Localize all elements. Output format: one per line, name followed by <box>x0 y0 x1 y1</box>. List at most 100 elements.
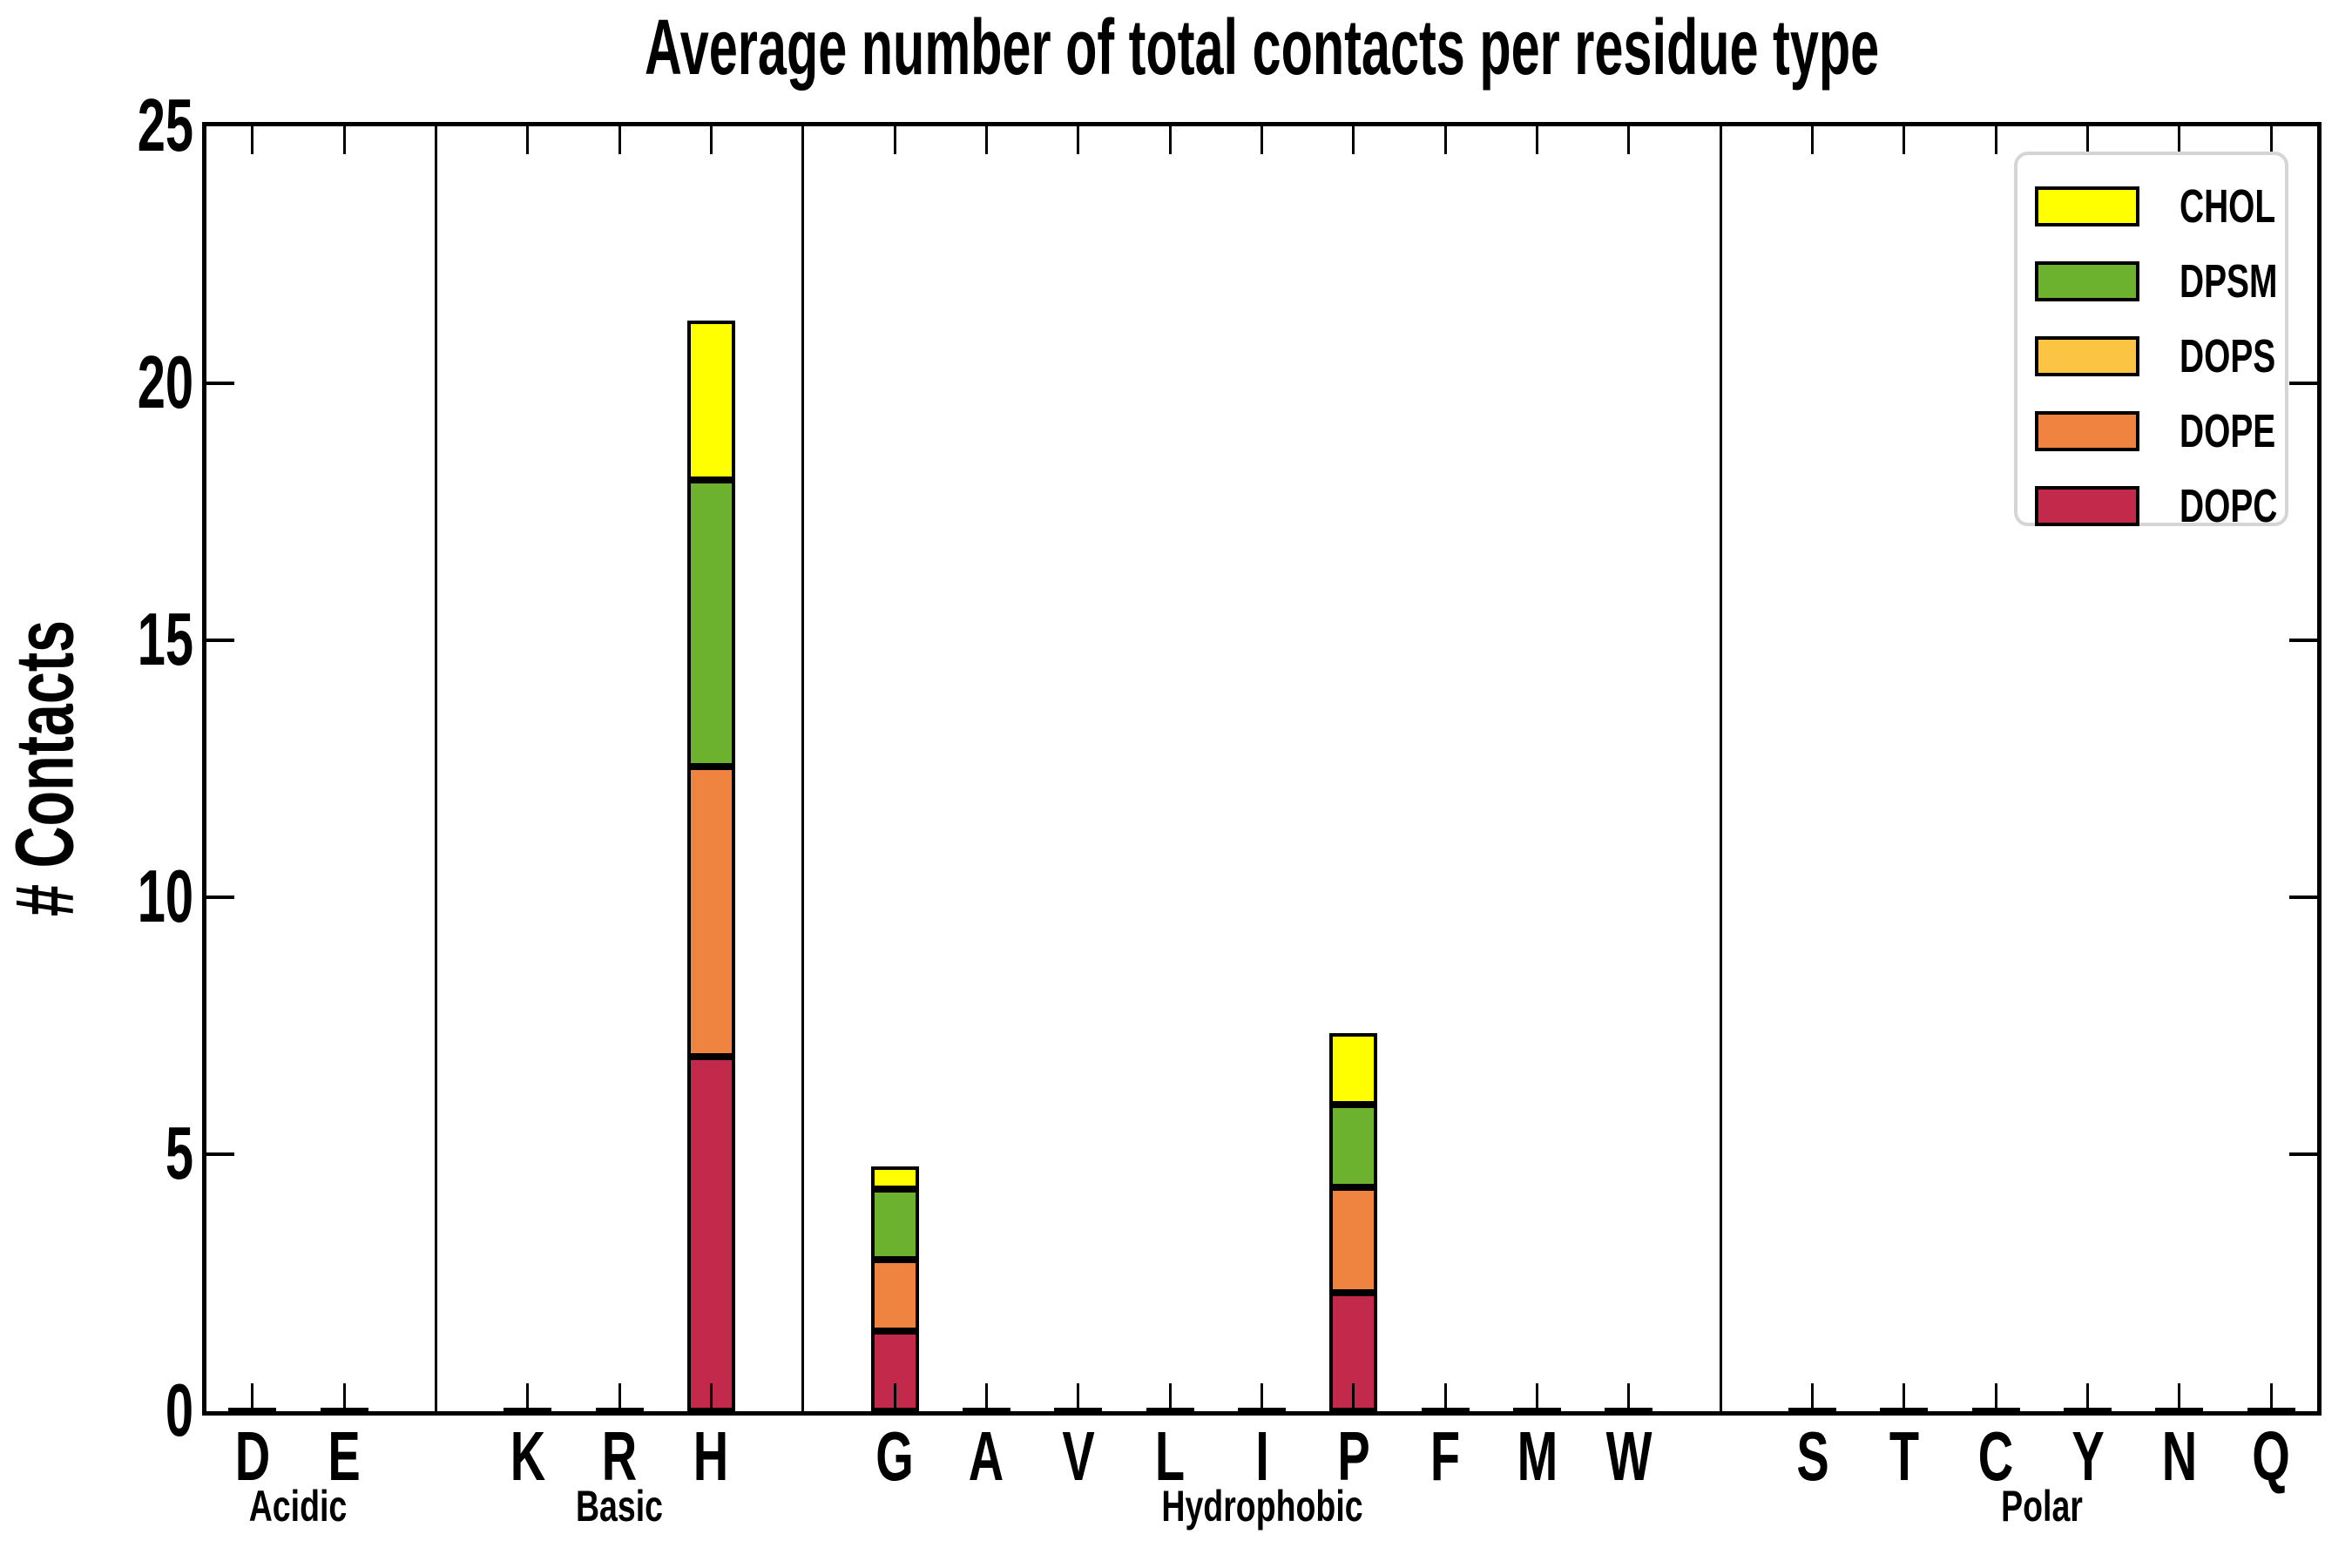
y-tick-label-25: 25 <box>137 84 193 167</box>
legend-swatch-dpsm <box>2035 261 2139 301</box>
legend: CHOL DPSM DOPS DOPE DOPC <box>2014 152 2288 532</box>
x-tick-top-C <box>1994 126 1997 154</box>
x-tick-label-I: I <box>1254 1417 1269 1495</box>
x-tick-bottom-C <box>1994 1383 1997 1411</box>
group-separator <box>801 126 805 1411</box>
legend-item-chol: CHOL <box>2017 169 2285 244</box>
plot-area <box>202 122 2322 1416</box>
legend-item-dopc: DOPC <box>2017 469 2285 544</box>
x-tick-bottom-L <box>1168 1383 1172 1411</box>
x-tick-label-T: T <box>1889 1417 1920 1495</box>
x-tick-bottom-P <box>1352 1383 1355 1411</box>
group-label-hydrophobic: Hydrophobic <box>1160 1482 1363 1531</box>
x-tick-label-A: A <box>969 1417 1004 1495</box>
group-label-basic: Basic <box>576 1482 664 1531</box>
y-tick-right <box>2289 896 2317 899</box>
x-tick-bottom-Y <box>2086 1383 2090 1411</box>
x-tick-bottom-Q <box>2269 1383 2273 1411</box>
x-tick-top-R <box>618 126 621 154</box>
bar-segment-H-dpsm <box>686 479 735 767</box>
y-tick-label-20: 20 <box>137 341 193 424</box>
x-tick-label-D: D <box>234 1417 270 1495</box>
x-tick-top-N <box>2178 126 2181 154</box>
legend-swatch-dope <box>2035 411 2139 451</box>
x-tick-top-P <box>1352 126 1355 154</box>
x-tick-bottom-H <box>709 1383 713 1411</box>
x-tick-top-W <box>1627 126 1631 154</box>
legend-label: DOPS <box>2180 330 2276 382</box>
x-tick-label-Y: Y <box>2071 1417 2105 1495</box>
x-tick-top-V <box>1077 126 1080 154</box>
x-tick-top-Y <box>2086 126 2090 154</box>
x-tick-top-S <box>1811 126 1815 154</box>
x-tick-label-K: K <box>510 1417 545 1495</box>
y-tick-label-10: 10 <box>137 855 193 938</box>
legend-label: DOPC <box>2180 480 2278 532</box>
x-tick-top-I <box>1260 126 1263 154</box>
x-tick-label-W: W <box>1605 1417 1652 1495</box>
x-tick-label-V: V <box>1062 1417 1095 1495</box>
legend-item-dops: DOPS <box>2017 319 2285 394</box>
bar-segment-H-dopc <box>686 1056 735 1411</box>
y-tick-label-15: 15 <box>137 598 193 681</box>
y-tick-left <box>206 382 234 385</box>
x-tick-bottom-M <box>1536 1383 1539 1411</box>
x-tick-top-Q <box>2269 126 2273 154</box>
x-tick-label-P: P <box>1337 1417 1370 1495</box>
bar-segment-P-chol <box>1329 1032 1378 1105</box>
legend-swatch-dopc <box>2035 486 2139 526</box>
x-tick-top-G <box>893 126 896 154</box>
x-tick-bottom-T <box>1903 1383 1906 1411</box>
x-tick-bottom-I <box>1260 1383 1263 1411</box>
x-tick-top-A <box>984 126 988 154</box>
y-tick-label-0: 0 <box>165 1369 193 1452</box>
bar-segment-H-chol <box>686 321 735 480</box>
x-tick-bottom-A <box>984 1383 988 1411</box>
x-tick-top-T <box>1903 126 1906 154</box>
x-tick-bottom-R <box>618 1383 621 1411</box>
legend-label: DOPE <box>2180 405 2276 457</box>
bar-segment-G-dope <box>870 1259 919 1331</box>
bar-segment-G-dpsm <box>870 1189 919 1260</box>
group-separator <box>1719 126 1722 1411</box>
x-tick-bottom-V <box>1077 1383 1080 1411</box>
y-tick-right <box>2289 639 2317 642</box>
x-tick-label-G: G <box>875 1417 914 1495</box>
x-tick-bottom-G <box>893 1383 896 1411</box>
x-tick-label-N: N <box>2161 1417 2198 1495</box>
x-tick-top-H <box>709 126 713 154</box>
y-tick-left <box>206 896 234 899</box>
y-tick-right <box>2289 382 2317 385</box>
x-tick-top-E <box>342 126 346 154</box>
x-tick-label-S: S <box>1795 1417 1829 1495</box>
y-tick-right <box>2289 1152 2317 1156</box>
legend-item-dope: DOPE <box>2017 394 2285 469</box>
x-tick-label-R: R <box>601 1417 638 1495</box>
y-tick-left <box>206 1152 234 1156</box>
legend-label: DPSM <box>2180 255 2278 308</box>
bar-segment-G-chol <box>870 1166 919 1190</box>
y-tick-label-5: 5 <box>165 1112 193 1195</box>
x-tick-bottom-K <box>526 1383 530 1411</box>
legend-item-dpsm: DPSM <box>2017 244 2285 319</box>
x-tick-label-M: M <box>1517 1417 1558 1495</box>
x-tick-label-L: L <box>1155 1417 1186 1495</box>
x-tick-top-K <box>526 126 530 154</box>
x-tick-top-L <box>1168 126 1172 154</box>
chart-title-text: Average number of total contacts per res… <box>644 4 1880 91</box>
x-tick-bottom-E <box>342 1383 346 1411</box>
group-separator <box>434 126 437 1411</box>
group-label-acidic: Acidic <box>249 1482 348 1531</box>
x-tick-bottom-W <box>1627 1383 1631 1411</box>
y-tick-left <box>206 639 234 642</box>
x-tick-bottom-S <box>1811 1383 1815 1411</box>
x-tick-bottom-N <box>2178 1383 2181 1411</box>
bar-segment-H-dope <box>686 767 735 1057</box>
chart-title: Average number of total contacts per res… <box>206 4 2317 91</box>
x-tick-top-F <box>1443 126 1447 154</box>
legend-swatch-dops <box>2035 336 2139 376</box>
x-tick-label-H: H <box>693 1417 729 1495</box>
legend-swatch-chol <box>2035 186 2139 226</box>
x-tick-label-E: E <box>328 1417 361 1495</box>
